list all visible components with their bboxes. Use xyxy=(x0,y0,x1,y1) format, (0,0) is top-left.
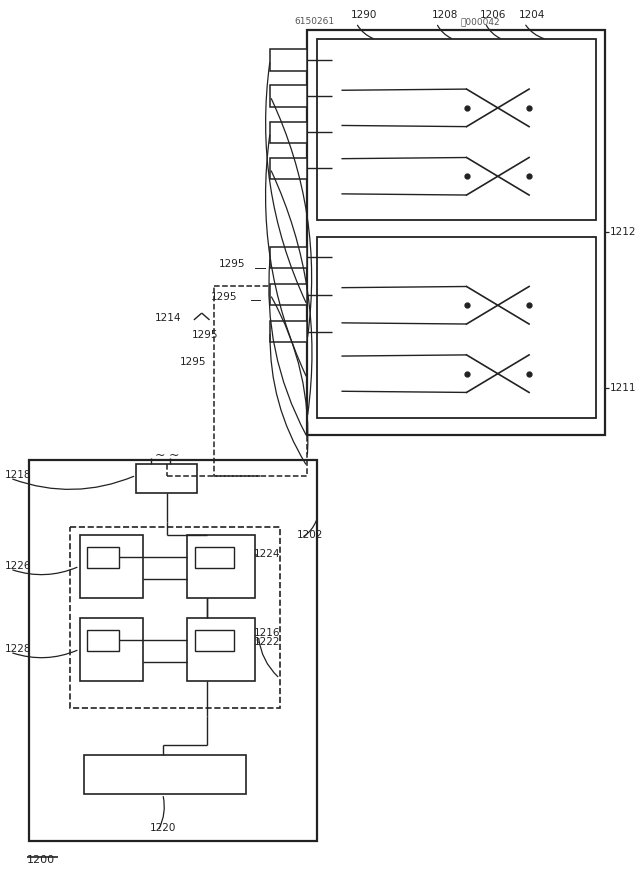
Text: 1222: 1222 xyxy=(253,638,280,647)
Text: 1200: 1200 xyxy=(27,855,55,865)
Text: ~: ~ xyxy=(168,449,179,463)
Text: 1224: 1224 xyxy=(253,549,280,559)
Bar xyxy=(270,284,307,305)
Text: 1290: 1290 xyxy=(351,10,378,20)
Bar xyxy=(29,460,317,841)
Text: ~: ~ xyxy=(154,449,165,463)
Bar xyxy=(195,630,234,651)
Text: 1218: 1218 xyxy=(5,471,32,480)
Bar xyxy=(214,286,307,476)
Bar xyxy=(270,246,307,268)
Text: 1295: 1295 xyxy=(211,292,237,303)
Text: 1208: 1208 xyxy=(431,10,458,20)
Text: 1220: 1220 xyxy=(150,823,176,833)
Text: 1295: 1295 xyxy=(180,357,207,367)
Text: 1204: 1204 xyxy=(519,10,546,20)
Bar xyxy=(136,463,197,493)
Bar xyxy=(79,535,143,598)
Bar xyxy=(270,121,307,143)
Bar xyxy=(70,527,280,708)
Bar xyxy=(88,547,118,568)
Text: 1206: 1206 xyxy=(480,10,507,20)
Text: 1214: 1214 xyxy=(155,313,181,323)
Text: 1212: 1212 xyxy=(610,227,637,237)
Text: 1226: 1226 xyxy=(5,561,32,572)
Bar xyxy=(195,547,234,568)
Bar xyxy=(187,535,255,598)
Text: 1202: 1202 xyxy=(296,530,323,540)
Bar xyxy=(84,755,246,794)
Text: 1295: 1295 xyxy=(192,330,218,339)
Bar xyxy=(307,29,605,435)
Bar xyxy=(270,49,307,71)
Text: 図000042: 図000042 xyxy=(460,17,500,26)
Text: 6150261: 6150261 xyxy=(294,17,334,26)
Text: 1211: 1211 xyxy=(610,383,637,393)
Bar xyxy=(270,158,307,179)
Bar xyxy=(88,630,118,651)
Bar xyxy=(79,618,143,681)
Text: 1228: 1228 xyxy=(5,644,32,655)
Bar xyxy=(187,618,255,681)
Bar xyxy=(317,237,596,418)
Bar xyxy=(270,321,307,342)
Bar xyxy=(270,86,307,107)
Bar xyxy=(317,39,596,221)
Text: 1216: 1216 xyxy=(253,628,280,638)
Text: 1295: 1295 xyxy=(218,259,245,269)
